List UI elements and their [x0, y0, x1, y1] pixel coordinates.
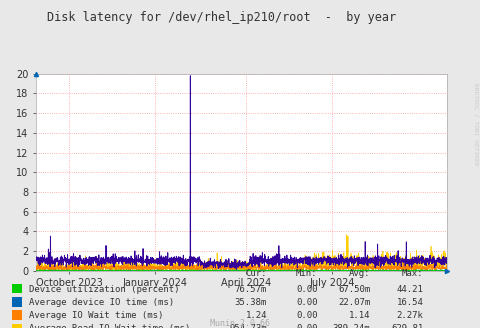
Text: Cur:: Cur: [245, 269, 266, 278]
Text: 0.00: 0.00 [295, 298, 317, 307]
Text: 1.14: 1.14 [348, 311, 370, 320]
Text: Disk latency for /dev/rhel_ip210/root  -  by year: Disk latency for /dev/rhel_ip210/root - … [47, 11, 395, 25]
Text: 76.57m: 76.57m [234, 285, 266, 294]
Text: 0.00: 0.00 [295, 285, 317, 294]
Text: 44.21: 44.21 [396, 285, 422, 294]
Text: Avg:: Avg: [348, 269, 370, 278]
Text: 0.00: 0.00 [295, 324, 317, 328]
Text: 954.73m: 954.73m [229, 324, 266, 328]
Text: 67.50m: 67.50m [337, 285, 370, 294]
Text: Average Read IO Wait time (ms): Average Read IO Wait time (ms) [29, 324, 190, 328]
Text: Average IO Wait time (ms): Average IO Wait time (ms) [29, 311, 163, 320]
Text: 2.27k: 2.27k [396, 311, 422, 320]
Text: 629.81: 629.81 [390, 324, 422, 328]
Text: Munin 2.0.66: Munin 2.0.66 [210, 319, 270, 328]
Text: 22.07m: 22.07m [337, 298, 370, 307]
Text: Average device IO time (ms): Average device IO time (ms) [29, 298, 174, 307]
Text: 0.00: 0.00 [295, 311, 317, 320]
Text: 1.24: 1.24 [245, 311, 266, 320]
Text: Device utilization (percent): Device utilization (percent) [29, 285, 179, 294]
Text: Min:: Min: [295, 269, 317, 278]
Text: 35.38m: 35.38m [234, 298, 266, 307]
Text: RRDTOOL / TOBI OETIKER: RRDTOOL / TOBI OETIKER [473, 83, 478, 166]
Text: 16.54: 16.54 [396, 298, 422, 307]
Text: Max:: Max: [401, 269, 422, 278]
Text: 389.24m: 389.24m [332, 324, 370, 328]
